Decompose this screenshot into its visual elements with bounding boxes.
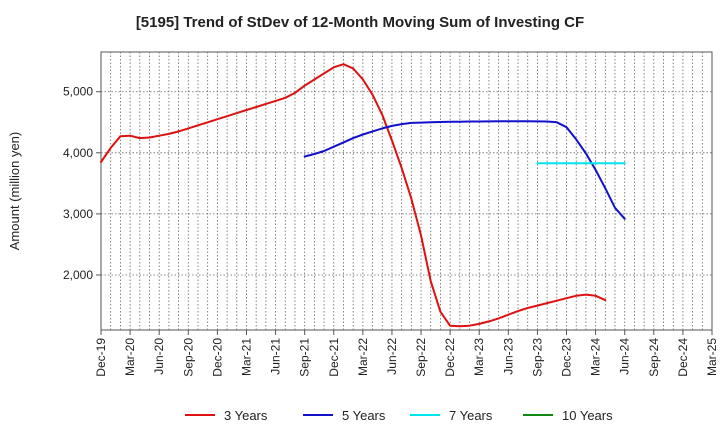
x-tick-label: Jun-23 <box>501 338 515 375</box>
x-tick-label: Mar-23 <box>472 338 486 376</box>
x-tick-label: Dec-21 <box>327 338 341 377</box>
x-tick-label: Mar-20 <box>123 338 137 376</box>
series-lines <box>100 63 626 328</box>
legend-label-5-years: 5 Years <box>342 408 386 423</box>
x-tick-label: Dec-20 <box>210 338 224 377</box>
x-tick-label: Sep-22 <box>414 338 428 377</box>
series-line-3-years <box>100 63 607 328</box>
x-tick-label: Sep-21 <box>298 338 312 377</box>
plot-area <box>100 51 713 331</box>
y-axis-title: Amount (million yen) <box>7 132 22 251</box>
y-tick-label: 3,000 <box>63 207 93 221</box>
y-tick-label: 2,000 <box>63 268 93 282</box>
x-tick-label: Sep-23 <box>530 338 544 377</box>
x-tick-label: Mar-24 <box>589 338 603 376</box>
y-tick-label: 4,000 <box>63 146 93 160</box>
x-tick-label: Mar-22 <box>356 338 370 376</box>
x-tick-label: Mar-25 <box>705 338 719 376</box>
legend-label-10-years: 10 Years <box>562 408 613 423</box>
x-axis-ticks: Dec-19 Mar-20 Jun-20 Sep-20 Dec-20 Mar-21 Jun-… <box>94 330 719 377</box>
legend: 3 Years 5 Years 7 Years 10 Years <box>185 408 613 423</box>
x-tick-label: Sep-24 <box>647 338 661 377</box>
x-tick-label: Jun-24 <box>618 338 632 375</box>
x-tick-label: Dec-22 <box>443 338 457 377</box>
x-tick-label: Dec-24 <box>676 338 690 377</box>
legend-label-7-years: 7 Years <box>449 408 493 423</box>
x-tick-label: Jun-22 <box>385 338 399 375</box>
x-tick-label: Mar-21 <box>239 338 253 376</box>
x-tick-label: Jun-21 <box>269 338 283 375</box>
x-tick-label: Jun-20 <box>152 338 166 375</box>
x-tick-label: Dec-19 <box>94 338 108 377</box>
series-line-5-years <box>303 120 626 220</box>
x-tick-label: Sep-20 <box>181 338 195 377</box>
x-tick-label: Dec-23 <box>560 338 574 377</box>
y-axis-ticks: 2,000 3,000 4,000 5,000 <box>63 85 101 282</box>
chart-title: [5195] Trend of StDev of 12-Month Moving… <box>135 14 585 31</box>
legend-label-3-years: 3 Years <box>224 408 268 423</box>
y-tick-label: 5,000 <box>63 85 93 99</box>
